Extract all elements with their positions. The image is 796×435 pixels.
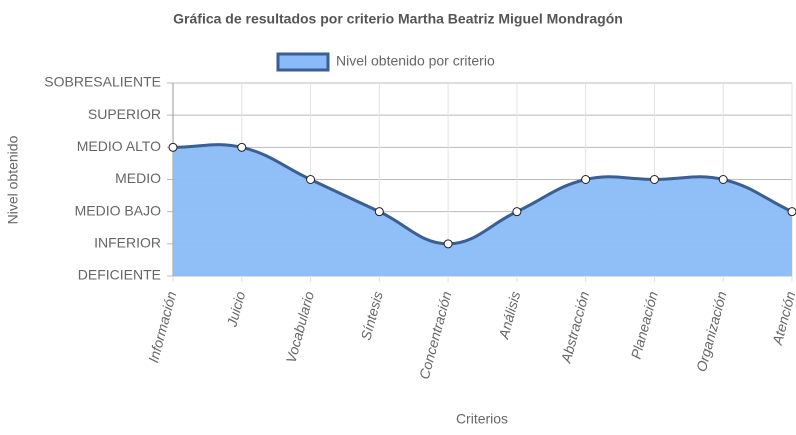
point bbox=[237, 142, 247, 152]
point bbox=[168, 142, 178, 152]
point bbox=[787, 207, 796, 217]
area bbox=[173, 144, 792, 276]
y-tick-label: MEDIO ALTO bbox=[77, 138, 161, 154]
y-tick-label: MEDIO bbox=[115, 170, 161, 186]
point bbox=[443, 239, 453, 249]
point bbox=[718, 175, 728, 184]
x-tick-label: Análisis bbox=[495, 290, 523, 342]
x-tick-label: Organización bbox=[693, 289, 730, 373]
x-tick-label: Abstracción bbox=[557, 289, 592, 365]
x-tick-label: Juicio bbox=[223, 289, 248, 329]
point bbox=[649, 175, 659, 184]
legend-swatch bbox=[276, 52, 330, 72]
chart-title: Gráfica de resultados por criterio Marth… bbox=[173, 11, 623, 27]
line bbox=[172, 143, 793, 246]
point bbox=[306, 175, 316, 184]
x-tick-label: Planeación bbox=[628, 289, 661, 360]
y-tick-label: SUPERIOR bbox=[88, 106, 161, 122]
x-tick-label: Información bbox=[145, 289, 179, 364]
point bbox=[512, 207, 522, 217]
legend-label: Nivel obtenido por criterio bbox=[336, 53, 495, 69]
x-tick-label: Síntesis bbox=[357, 290, 385, 342]
x-tick-label: Vocabulario bbox=[283, 289, 318, 364]
y-tick-label: SOBRESALIENTE bbox=[44, 74, 161, 90]
y-tick-label: MEDIO BAJO bbox=[75, 202, 161, 218]
x-axis-title: Criterios bbox=[456, 411, 508, 427]
y-axis-title: Nivel obtenido bbox=[5, 135, 21, 224]
x-tick-label: Concentración bbox=[416, 289, 455, 381]
y-tick-label: INFERIOR bbox=[94, 235, 161, 251]
point bbox=[374, 207, 384, 217]
point bbox=[581, 175, 591, 184]
x-tick-label: Atención bbox=[769, 289, 796, 347]
y-tick-label: DEFICIENTE bbox=[78, 267, 161, 283]
